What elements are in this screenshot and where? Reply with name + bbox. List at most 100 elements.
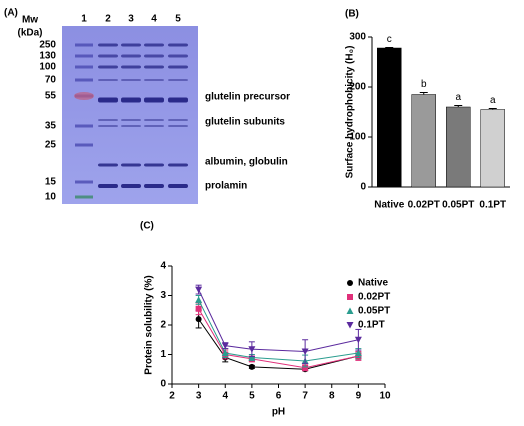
gel-band <box>98 43 118 47</box>
significance-letter: b <box>421 79 427 90</box>
gel-band <box>121 184 141 188</box>
lane-number: 5 <box>175 14 181 25</box>
x-tick-label: 5 <box>249 391 255 402</box>
gel-band <box>168 125 188 127</box>
x-tick-label: 9 <box>356 391 362 402</box>
y-tick-label: 1 <box>160 349 166 360</box>
gel-band <box>168 79 188 81</box>
gel-band <box>121 119 141 121</box>
point <box>301 348 309 356</box>
x-tick-label: 0.05PT <box>442 200 474 211</box>
gel-band <box>98 184 118 188</box>
gel-band <box>121 79 141 81</box>
bar <box>377 47 402 188</box>
marker-band <box>75 143 93 147</box>
mw-marker: 15 <box>45 177 57 188</box>
gel-band <box>168 163 188 167</box>
gel-band <box>168 65 188 69</box>
marker-band <box>75 54 93 58</box>
significance-letter: a <box>455 92 461 103</box>
point <box>195 286 203 294</box>
gel-band <box>144 125 164 127</box>
legend-marker <box>347 280 353 286</box>
marker-band <box>75 43 93 47</box>
y-tick-label: 2 <box>160 320 166 331</box>
lane-number: 3 <box>128 14 134 25</box>
legend-label: Native <box>358 278 388 289</box>
mw-marker: 130 <box>39 51 56 62</box>
legend-label: 0.02PT <box>358 292 390 303</box>
y-tick-label: 300 <box>349 32 366 43</box>
x-tick-label: 7 <box>302 391 308 402</box>
legend-label: 0.1PT <box>358 320 385 331</box>
bar <box>446 106 471 188</box>
x-tick-label: 6 <box>276 391 282 402</box>
y-axis-label: Surface hydrophobicity (H₀) <box>345 46 356 179</box>
point <box>221 342 229 350</box>
mw-label: (kDa) <box>17 28 42 39</box>
y-tick-label: 3 <box>160 290 166 301</box>
gel-band <box>168 43 188 47</box>
y-tick-label: 0 <box>160 379 166 390</box>
y-tick-label: 4 <box>160 261 166 272</box>
x-tick-label: 3 <box>196 391 202 402</box>
y-tick-label: 0 <box>360 182 366 193</box>
y-axis-label: Protein solubility (%) <box>144 275 155 374</box>
mw-marker: 250 <box>39 40 56 51</box>
gel-band <box>121 97 141 103</box>
band-label: albumin, globulin <box>205 157 288 168</box>
gel-band <box>144 79 164 81</box>
panel-label: (B) <box>345 9 359 20</box>
mw-marker: 10 <box>45 192 57 203</box>
panel-label: (C) <box>140 221 154 232</box>
legend-marker <box>346 307 354 314</box>
lane-number: 2 <box>105 14 111 25</box>
marker-band <box>75 195 93 199</box>
gel-band <box>98 65 118 69</box>
x-tick-label: 8 <box>329 391 335 402</box>
y-tick-label: 200 <box>349 82 366 93</box>
band-label: prolamin <box>205 181 247 192</box>
band-label: glutelin subunits <box>205 117 285 128</box>
gel-band <box>144 119 164 121</box>
gel-band <box>144 65 164 69</box>
x-tick-label: 0.1PT <box>479 200 506 211</box>
gel-band <box>98 163 118 167</box>
gel-band <box>168 54 188 58</box>
gel-band <box>144 54 164 58</box>
panel-label: (A) <box>4 8 18 19</box>
mw-label: Mw <box>22 15 38 26</box>
gel-band <box>168 184 188 188</box>
gel-band <box>121 43 141 47</box>
significance-letter: c <box>387 34 392 45</box>
point <box>195 316 202 323</box>
mw-marker: 35 <box>45 121 57 132</box>
y-tick-label: 100 <box>349 132 366 143</box>
legend-marker <box>347 294 353 300</box>
point <box>248 353 256 361</box>
x-tick-label: 0.02PT <box>408 200 440 211</box>
point <box>195 296 203 303</box>
marker-band <box>75 124 93 128</box>
x-axis-label: pH <box>272 407 285 418</box>
gel-band <box>168 119 188 121</box>
gel-band <box>144 163 164 167</box>
mw-marker: 70 <box>45 75 57 86</box>
gel-band <box>121 65 141 69</box>
significance-letter: a <box>490 95 496 106</box>
lane-number: 1 <box>81 14 87 25</box>
gel-image <box>62 26 198 204</box>
gel-band <box>98 119 118 121</box>
gel-band <box>168 97 188 103</box>
x-tick-label: 4 <box>222 391 228 402</box>
bar <box>480 109 505 188</box>
gel-band <box>144 43 164 47</box>
mw-marker: 25 <box>45 140 57 151</box>
gel-band <box>98 54 118 58</box>
x-tick-label: Native <box>374 200 404 211</box>
legend-marker <box>346 322 354 329</box>
gel-band <box>144 184 164 188</box>
x-tick-label: 2 <box>169 391 175 402</box>
point <box>354 336 362 344</box>
x-tick-label: 10 <box>379 391 391 402</box>
